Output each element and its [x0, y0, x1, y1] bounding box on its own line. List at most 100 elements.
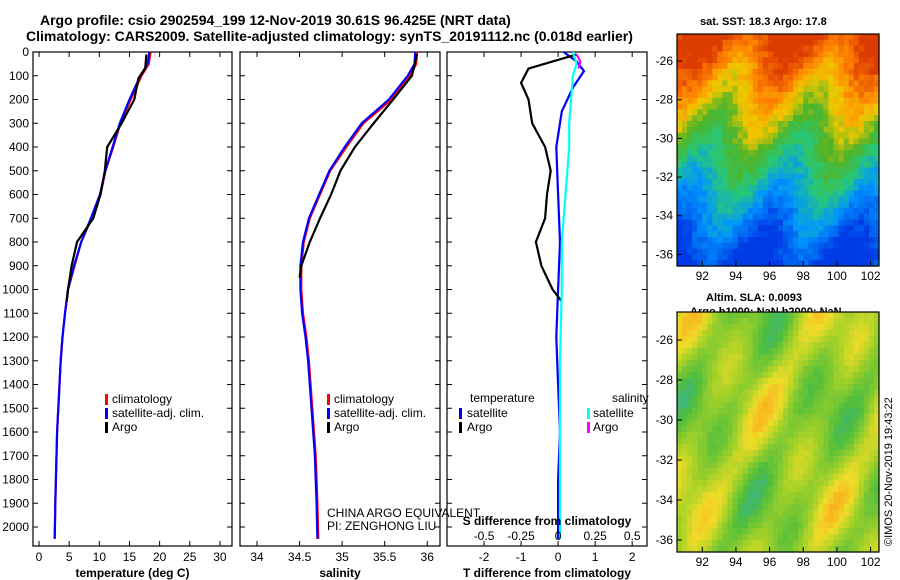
map-cell — [677, 402, 683, 409]
map-cell — [682, 74, 688, 81]
map-cell — [788, 109, 794, 116]
map-cell — [808, 202, 814, 209]
map-cell — [833, 115, 840, 122]
map-cell — [858, 348, 865, 355]
map-cell — [868, 196, 875, 203]
map-cell — [737, 92, 744, 99]
map-cell — [848, 324, 855, 331]
map-cell — [788, 438, 794, 445]
map-cell — [858, 231, 865, 238]
map-cell — [783, 426, 789, 433]
map-cell — [788, 318, 794, 325]
map-cell — [858, 336, 865, 343]
map-cell — [757, 86, 764, 93]
map-cell — [828, 260, 835, 267]
map-cell — [808, 190, 814, 197]
map-cell — [798, 324, 804, 331]
map-cell — [702, 242, 708, 250]
map-cell — [808, 68, 814, 76]
map-cell — [687, 202, 693, 209]
map-cell — [788, 173, 794, 180]
map-cell — [757, 202, 764, 209]
map-cell — [727, 534, 734, 541]
map-cell — [798, 51, 804, 58]
map-cell — [858, 534, 865, 541]
map-cell — [778, 480, 784, 487]
map-cell — [793, 173, 799, 180]
map-cell — [767, 348, 774, 355]
map-cell — [722, 312, 729, 319]
map-cell — [712, 408, 718, 415]
map-cell — [873, 219, 880, 226]
map-cell — [853, 173, 860, 180]
map-cell — [762, 426, 769, 433]
map-cell — [863, 155, 870, 163]
map-cell — [732, 260, 739, 267]
map-cell — [823, 474, 830, 481]
map-cell — [762, 63, 769, 70]
map-cell — [707, 534, 713, 541]
map-cell — [687, 426, 693, 433]
map-cell — [828, 348, 835, 355]
map-cell — [843, 492, 850, 499]
map-cell — [727, 378, 734, 385]
map-cell — [692, 342, 698, 349]
map-cell — [762, 402, 769, 409]
map-cell — [778, 63, 784, 70]
map-cell — [798, 115, 804, 122]
map-cell — [687, 432, 693, 439]
map-cell — [828, 103, 835, 110]
map-cell — [793, 480, 799, 487]
map-cell — [747, 231, 754, 238]
map-cell — [762, 420, 769, 427]
map-cell — [757, 510, 764, 517]
salinity-diff-tick-label: -0.5 — [474, 529, 495, 543]
map-cell — [687, 231, 693, 238]
map-cell — [747, 121, 754, 128]
map-cell — [762, 390, 769, 397]
map-cell — [858, 184, 865, 192]
map-cell — [717, 402, 724, 409]
map-cell — [833, 167, 840, 174]
map-cell — [747, 474, 754, 481]
map-cell — [868, 248, 875, 255]
map-cell — [737, 408, 744, 415]
map-cell — [747, 219, 754, 226]
map-cell — [727, 242, 734, 250]
map-cell — [697, 45, 703, 52]
map-cell — [873, 57, 880, 64]
map-cell — [858, 115, 865, 122]
map-cell — [853, 504, 860, 511]
map-cell — [778, 474, 784, 481]
map-cell — [717, 190, 724, 197]
map-cell — [833, 504, 840, 511]
map-cell — [762, 504, 769, 511]
map-cell — [682, 510, 688, 517]
map-cell — [677, 486, 683, 493]
map-cell — [863, 167, 870, 174]
map-cell — [833, 318, 840, 325]
map-y-tick-label-sst_map: -32 — [656, 170, 674, 184]
map-cell — [778, 121, 784, 128]
map-cell — [788, 396, 794, 403]
map-cell — [707, 126, 713, 134]
map-cell — [853, 208, 860, 215]
map-cell — [732, 97, 739, 105]
map-cell — [808, 144, 814, 151]
map-cell — [823, 63, 830, 70]
panel-frame-difference — [446, 51, 648, 547]
map-cell — [727, 260, 734, 267]
map-cell — [687, 438, 693, 445]
map-cell — [808, 318, 814, 325]
map-cell — [747, 336, 754, 343]
map-cell — [828, 109, 835, 116]
temperature-legend-label: satellite-adj. clim. — [112, 406, 204, 420]
map-cell — [772, 92, 779, 99]
map-cell — [838, 516, 845, 523]
map-cell — [687, 45, 693, 52]
map-cell — [783, 179, 789, 186]
map-cell — [727, 510, 734, 517]
map-cell — [863, 202, 870, 209]
map-cell — [717, 51, 724, 58]
map-cell — [742, 402, 749, 409]
